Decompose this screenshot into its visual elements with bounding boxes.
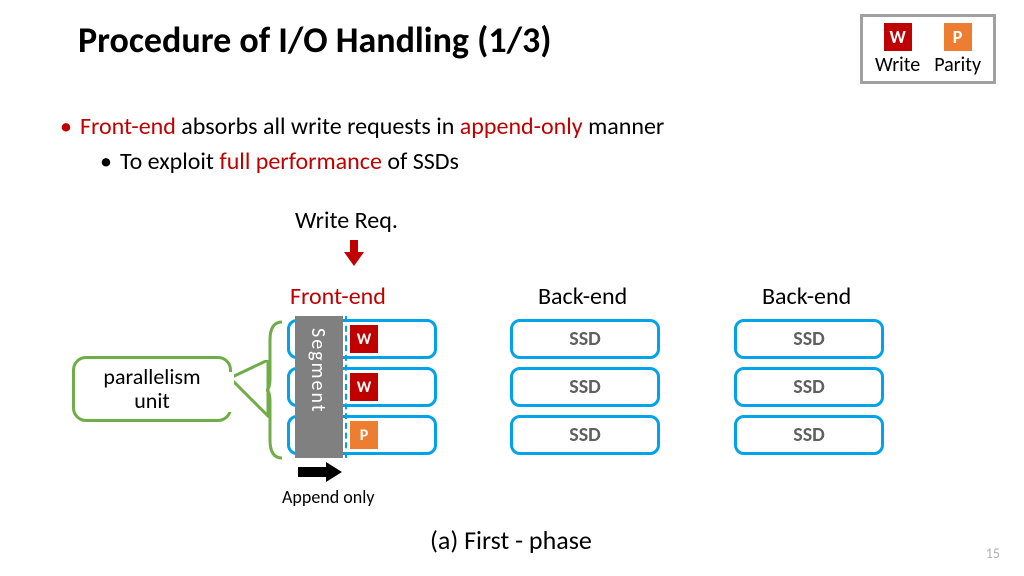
parallelism-callout: parallelism unit bbox=[72, 356, 232, 422]
writereq-label: Write Req. bbox=[295, 206, 398, 235]
legend-p-icon: P bbox=[944, 23, 972, 51]
bullet-list: Front-end absorbs all write requests in … bbox=[60, 112, 664, 176]
parallelism-line1: parallelism bbox=[103, 365, 200, 389]
b2-t1: To exploit bbox=[120, 147, 219, 176]
segment-dashline bbox=[345, 316, 347, 458]
bullet-1: Front-end absorbs all write requests in … bbox=[60, 112, 664, 141]
b1-red1: Front-end bbox=[80, 112, 176, 141]
backend2-label: Back-end bbox=[762, 282, 851, 311]
bullet-2: To exploit full performance of SSDs bbox=[100, 147, 664, 176]
legend-w-icon: W bbox=[884, 23, 912, 51]
segment-label: Segment bbox=[306, 328, 330, 414]
callout-pointer-icon bbox=[228, 360, 270, 423]
cell-w1: W bbox=[350, 325, 378, 353]
append-label: Append only bbox=[282, 486, 375, 508]
ssd-box: SSD bbox=[510, 319, 660, 359]
bracket-icon bbox=[266, 320, 286, 465]
legend-w-label: Write bbox=[875, 53, 920, 77]
legend-parity: P Parity bbox=[934, 23, 981, 77]
backend1-col: SSD SSD SSD bbox=[510, 319, 660, 455]
slide-title: Procedure of I/O Handling (1/3) bbox=[78, 18, 552, 62]
b2-red: full performance bbox=[219, 147, 382, 176]
frontend-label: Front-end bbox=[290, 282, 386, 311]
legend-box: W Write P Parity bbox=[860, 14, 996, 84]
b1-t4: manner bbox=[583, 112, 665, 141]
parallelism-line2: unit bbox=[134, 389, 170, 413]
legend-write: W Write bbox=[875, 23, 920, 77]
ssd-box: SSD bbox=[734, 367, 884, 407]
phase-label: (a) First - phase bbox=[430, 524, 592, 556]
ssd-box: SSD bbox=[510, 415, 660, 455]
page-number: 15 bbox=[986, 545, 1000, 562]
b1-red2: append-only bbox=[460, 112, 583, 141]
append-arrow-icon bbox=[298, 462, 344, 487]
backend2-col: SSD SSD SSD bbox=[734, 319, 884, 455]
ssd-box: SSD bbox=[734, 319, 884, 359]
b2-t3: of SSDs bbox=[382, 147, 459, 176]
ssd-box: SSD bbox=[734, 415, 884, 455]
backend1-label: Back-end bbox=[538, 282, 627, 311]
ssd-box: SSD bbox=[510, 367, 660, 407]
cell-w2: W bbox=[350, 373, 378, 401]
cell-p: P bbox=[350, 421, 378, 449]
legend-p-label: Parity bbox=[934, 53, 981, 77]
b1-t2: absorbs all write requests in bbox=[176, 112, 460, 141]
